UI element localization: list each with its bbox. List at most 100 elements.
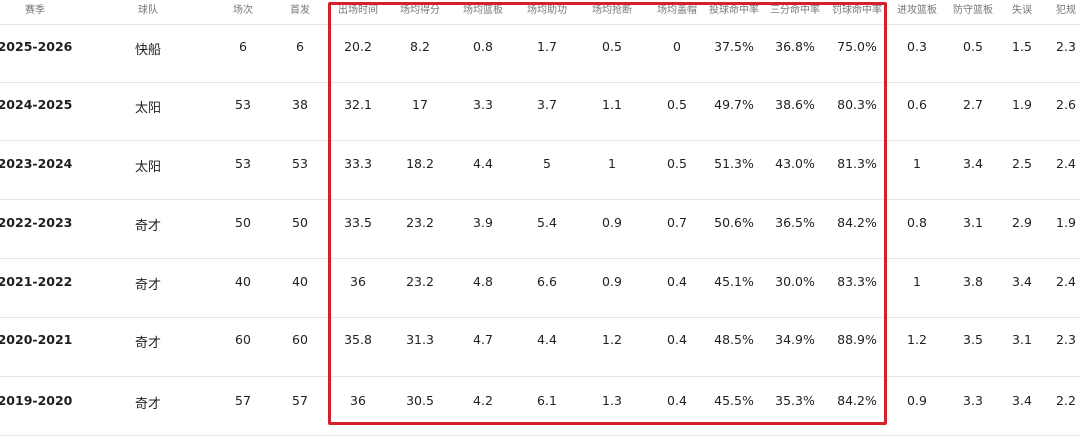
- header-off-reb: 进攻篮板: [897, 5, 937, 16]
- cell-three-pct: 36.5%: [775, 215, 815, 230]
- cell-three-pct: 36.8%: [775, 39, 815, 54]
- cell-games: 6: [239, 39, 247, 54]
- header-games: 场次: [233, 5, 253, 16]
- cell-fouls: 2.3: [1056, 39, 1076, 54]
- cell-team: 奇才: [134, 219, 162, 234]
- cell-ft-pct: 83.3%: [837, 274, 877, 289]
- cell-blocks: 0.7: [667, 215, 687, 230]
- table-row: 2025-2026 快船 6 6 20.2 8.2 0.8 1.7 0.5 0 37.5% 36.8%…: [0, 24, 1080, 83]
- cell-starts: 57: [292, 393, 308, 408]
- cell-minutes: 33.5: [344, 215, 372, 230]
- cell-turnovers: 2.9: [1012, 215, 1032, 230]
- cell-starts: 53: [292, 156, 308, 171]
- cell-turnovers: 3.4: [1012, 274, 1032, 289]
- cell-points: 23.2: [406, 274, 434, 289]
- cell-blocks: 0.5: [667, 97, 687, 112]
- cell-season: 2020-2021: [0, 332, 73, 347]
- cell-points: 17: [412, 97, 428, 112]
- cell-steals: 1.3: [602, 393, 622, 408]
- cell-starts: 60: [292, 332, 308, 347]
- cell-points: 31.3: [406, 332, 434, 347]
- cell-assists: 5.4: [537, 215, 557, 230]
- cell-steals: 1: [608, 156, 616, 171]
- cell-fg-pct: 37.5%: [714, 39, 754, 54]
- header-team: 球队: [138, 5, 158, 16]
- table-row: 2024-2025 太阳 53 38 32.1 17 3.3 3.7 1.1 0.5 49.7% 38…: [0, 82, 1080, 141]
- cell-season: 2022-2023: [0, 215, 73, 230]
- cell-starts: 40: [292, 274, 308, 289]
- cell-def-reb: 3.3: [963, 393, 983, 408]
- cell-def-reb: 3.5: [963, 332, 983, 347]
- cell-season: 2019-2020: [0, 393, 73, 408]
- cell-assists: 6.6: [537, 274, 557, 289]
- cell-assists: 3.7: [537, 97, 557, 112]
- cell-fg-pct: 51.3%: [714, 156, 754, 171]
- cell-steals: 0.5: [602, 39, 622, 54]
- cell-off-reb: 0.6: [907, 97, 927, 112]
- cell-turnovers: 2.5: [1012, 156, 1032, 171]
- header-def-reb: 防守篮板: [953, 5, 993, 16]
- cell-games: 40: [235, 274, 251, 289]
- cell-def-reb: 2.7: [963, 97, 983, 112]
- cell-points: 18.2: [406, 156, 434, 171]
- cell-off-reb: 0.8: [907, 215, 927, 230]
- cell-rebounds: 3.9: [473, 215, 493, 230]
- cell-rebounds: 4.8: [473, 274, 493, 289]
- header-fouls: 犯规: [1056, 5, 1076, 16]
- cell-games: 53: [235, 97, 251, 112]
- cell-minutes: 33.3: [344, 156, 372, 171]
- cell-fouls: 1.9: [1056, 215, 1076, 230]
- cell-minutes: 20.2: [344, 39, 372, 54]
- cell-starts: 38: [292, 97, 308, 112]
- cell-fg-pct: 49.7%: [714, 97, 754, 112]
- cell-minutes: 32.1: [344, 97, 372, 112]
- cell-steals: 1.1: [602, 97, 622, 112]
- cell-turnovers: 1.9: [1012, 97, 1032, 112]
- cell-team: 太阳: [134, 160, 162, 175]
- cell-turnovers: 3.4: [1012, 393, 1032, 408]
- header-blocks: 场均盖帽: [657, 5, 697, 16]
- cell-blocks: 0.4: [667, 332, 687, 347]
- cell-fg-pct: 45.1%: [714, 274, 754, 289]
- cell-rebounds: 0.8: [473, 39, 493, 54]
- cell-fouls: 2.4: [1056, 156, 1076, 171]
- cell-turnovers: 1.5: [1012, 39, 1032, 54]
- cell-ft-pct: 80.3%: [837, 97, 877, 112]
- cell-steals: 1.2: [602, 332, 622, 347]
- cell-starts: 50: [292, 215, 308, 230]
- header-ft-pct: 罚球命中率: [832, 5, 882, 16]
- header-minutes: 出场时间: [338, 5, 378, 16]
- cell-fouls: 2.3: [1056, 332, 1076, 347]
- cell-fg-pct: 48.5%: [714, 332, 754, 347]
- cell-team: 奇才: [134, 397, 162, 412]
- cell-def-reb: 3.8: [963, 274, 983, 289]
- table-row: 2019-2020 奇才 57 57 36 30.5 4.2 6.1 1.3 0.4 45.5% 35…: [0, 377, 1080, 436]
- table-row: 2020-2021 奇才 60 60 35.8 31.3 4.7 4.4 1.2 0.4 48.5%…: [0, 318, 1080, 377]
- cell-three-pct: 43.0%: [775, 156, 815, 171]
- cell-assists: 5: [543, 156, 551, 171]
- cell-blocks: 0.4: [667, 274, 687, 289]
- cell-fg-pct: 50.6%: [714, 215, 754, 230]
- cell-games: 50: [235, 215, 251, 230]
- cell-season: 2023-2024: [0, 156, 73, 171]
- cell-ft-pct: 88.9%: [837, 332, 877, 347]
- cell-fg-pct: 45.5%: [714, 393, 754, 408]
- cell-rebounds: 4.2: [473, 393, 493, 408]
- header-points: 场均得分: [400, 5, 440, 16]
- cell-games: 57: [235, 393, 251, 408]
- cell-def-reb: 3.1: [963, 215, 983, 230]
- cell-off-reb: 0.3: [907, 39, 927, 54]
- cell-blocks: 0.5: [667, 156, 687, 171]
- cell-assists: 6.1: [537, 393, 557, 408]
- cell-points: 30.5: [406, 393, 434, 408]
- cell-team: 奇才: [134, 336, 162, 351]
- cell-fouls: 2.4: [1056, 274, 1076, 289]
- cell-starts: 6: [296, 39, 304, 54]
- table-row: 2021-2022 奇才 40 40 36 23.2 4.8 6.6 0.9 0.4 45.1% 30…: [0, 259, 1080, 318]
- header-three-pct: 三分命中率: [770, 5, 820, 16]
- header-assists: 场均助功: [527, 5, 567, 16]
- header-turnovers: 失误: [1012, 5, 1032, 16]
- cell-assists: 4.4: [537, 332, 557, 347]
- table-row: 2022-2023 奇才 50 50 33.5 23.2 3.9 5.4 0.9 0.7 50.6%…: [0, 200, 1080, 259]
